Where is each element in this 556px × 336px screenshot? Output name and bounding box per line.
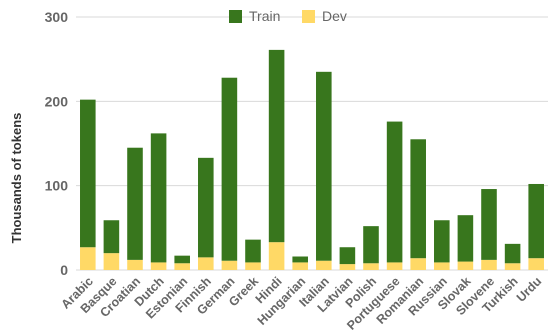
bar-dev-arabic bbox=[80, 247, 96, 270]
bar-train-german bbox=[221, 77, 238, 261]
bar-dev-hindi bbox=[268, 242, 285, 270]
bar-train-russian bbox=[434, 220, 450, 263]
x-tick-label-urdu: Urdu bbox=[514, 274, 545, 305]
bar-train-hindi bbox=[268, 49, 285, 243]
bar-train-polish bbox=[363, 226, 379, 264]
bar-train-greek bbox=[245, 239, 261, 263]
bar-dev-portuguese bbox=[386, 262, 403, 270]
bar-dev-latvian bbox=[339, 264, 356, 270]
bar-train-estonian bbox=[174, 255, 190, 264]
bar-dev-italian bbox=[316, 260, 332, 270]
bar-dev-urdu bbox=[528, 258, 544, 270]
bar-train-latvian bbox=[339, 247, 356, 265]
bar-train-slovene bbox=[481, 189, 497, 260]
y-tick-label-300: 300 bbox=[45, 9, 69, 25]
legend-swatch-train bbox=[229, 10, 242, 23]
legend-label-dev: Dev bbox=[322, 8, 347, 24]
bar-train-croatian bbox=[127, 147, 143, 260]
y-tick-label-200: 200 bbox=[45, 93, 69, 109]
bar-dev-finnish bbox=[198, 257, 214, 270]
y-tick-label-100: 100 bbox=[45, 178, 69, 194]
bar-train-romanian bbox=[410, 139, 426, 259]
bar-train-dutch bbox=[150, 133, 167, 263]
bars bbox=[80, 49, 544, 270]
bar-dev-basque bbox=[103, 253, 120, 270]
legend: Train Dev bbox=[229, 8, 347, 24]
bar-train-turkish bbox=[504, 243, 521, 264]
bar-train-portuguese bbox=[386, 121, 403, 263]
bar-dev-slovene bbox=[481, 259, 497, 270]
bar-dev-german bbox=[221, 260, 238, 270]
bar-dev-polish bbox=[363, 263, 379, 270]
bar-dev-romanian bbox=[410, 258, 426, 270]
bar-dev-turkish bbox=[504, 263, 521, 270]
bar-train-italian bbox=[316, 71, 332, 261]
bar-train-hungarian bbox=[292, 256, 308, 263]
y-tick-label-0: 0 bbox=[60, 262, 68, 278]
x-axis-labels: ArabicBasqueCroatianDutchEstonianFinnish… bbox=[59, 274, 545, 333]
bar-train-slovak bbox=[457, 215, 474, 262]
grid-lines bbox=[76, 16, 548, 271]
bar-train-finnish bbox=[198, 157, 214, 258]
bar-train-basque bbox=[103, 220, 120, 254]
legend-label-train: Train bbox=[249, 8, 280, 24]
bar-train-urdu bbox=[528, 183, 544, 259]
bar-dev-hungarian bbox=[292, 262, 308, 270]
bar-dev-greek bbox=[245, 262, 261, 270]
bar-dev-estonian bbox=[174, 263, 190, 270]
y-axis-ticks: 0 100 200 300 bbox=[45, 9, 69, 278]
legend-swatch-dev bbox=[302, 10, 315, 23]
bar-dev-croatian bbox=[127, 259, 143, 270]
bar-train-arabic bbox=[80, 99, 96, 248]
bar-dev-russian bbox=[434, 262, 450, 270]
y-axis-title: Thousands of tokens bbox=[9, 113, 24, 244]
bar-dev-dutch bbox=[150, 262, 167, 270]
bar-dev-slovak bbox=[457, 261, 474, 270]
